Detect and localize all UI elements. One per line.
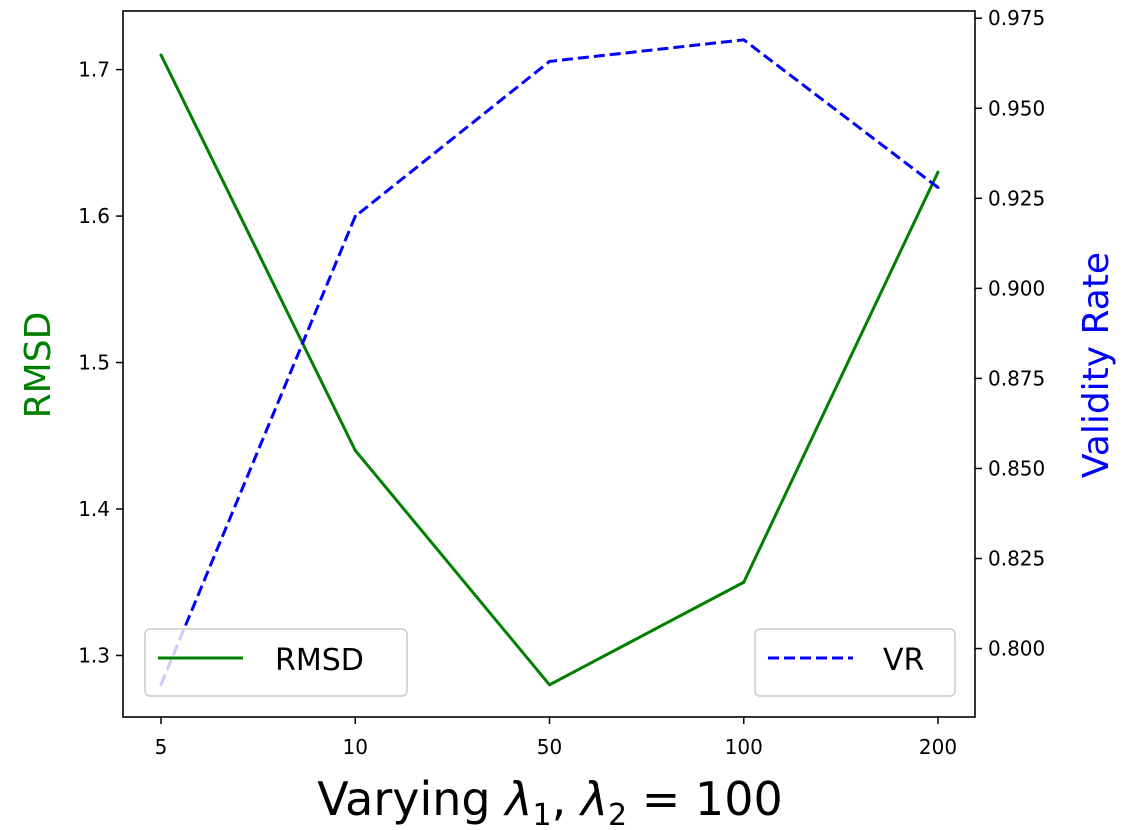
legend-vr-label: VR <box>883 643 924 678</box>
left-tick-label: 1.3 <box>78 643 110 667</box>
left-axis-title: RMSD <box>18 312 59 419</box>
legend-vr-box <box>754 628 956 697</box>
x-axis-ticks: 5 10 50 100 200 <box>155 717 957 759</box>
right-tick-label: 0.925 <box>988 186 1045 210</box>
series-line-rmsd <box>159 54 940 687</box>
right-tick-label: 0.850 <box>988 456 1045 480</box>
right-axis-title: Validity Rate <box>1076 252 1117 478</box>
data-point-rmsd <box>159 53 163 57</box>
data-point-rmsd <box>742 580 746 584</box>
data-point-rmsd <box>548 683 551 687</box>
legend-rmsd-box <box>144 628 408 697</box>
left-tick-label: 1.7 <box>78 58 110 82</box>
data-point-vr <box>548 59 551 63</box>
x-axis-title: Varying λ1, λ2 = 100 <box>317 772 782 830</box>
right-tick-label: 0.875 <box>988 366 1045 390</box>
left-tick-label: 1.4 <box>78 497 110 521</box>
x-tick-label: 100 <box>725 735 763 759</box>
right-tick-label: 0.900 <box>988 276 1045 300</box>
series-line-vr <box>159 38 939 686</box>
left-axis-ticks: 1.3 1.4 1.5 1.6 1.7 <box>78 58 123 667</box>
data-point-vr <box>742 38 746 42</box>
x-tick-label: 5 <box>155 735 168 759</box>
data-point-vr <box>353 214 357 218</box>
chart-marks <box>159 38 940 687</box>
data-point-rmsd <box>936 170 940 174</box>
left-tick-label: 1.6 <box>78 204 110 228</box>
data-point-vr <box>936 186 940 189</box>
right-tick-label: 0.950 <box>988 96 1045 120</box>
x-tick-label: 200 <box>919 735 957 759</box>
x-tick-label: 10 <box>343 735 368 759</box>
legend-rmsd: RMSD <box>144 628 408 697</box>
right-tick-label: 0.800 <box>988 637 1045 661</box>
right-tick-label: 0.975 <box>988 6 1045 30</box>
right-tick-label: 0.825 <box>988 547 1045 571</box>
legend-rmsd-label: RMSD <box>275 643 364 678</box>
legend-vr: VR <box>754 628 956 697</box>
left-tick-label: 1.5 <box>78 351 110 375</box>
x-tick-label: 50 <box>537 735 562 759</box>
data-point-rmsd <box>353 448 357 452</box>
right-axis-ticks: 0.800 0.825 0.850 0.875 0.900 0.925 0.950 0.975 <box>975 6 1045 661</box>
